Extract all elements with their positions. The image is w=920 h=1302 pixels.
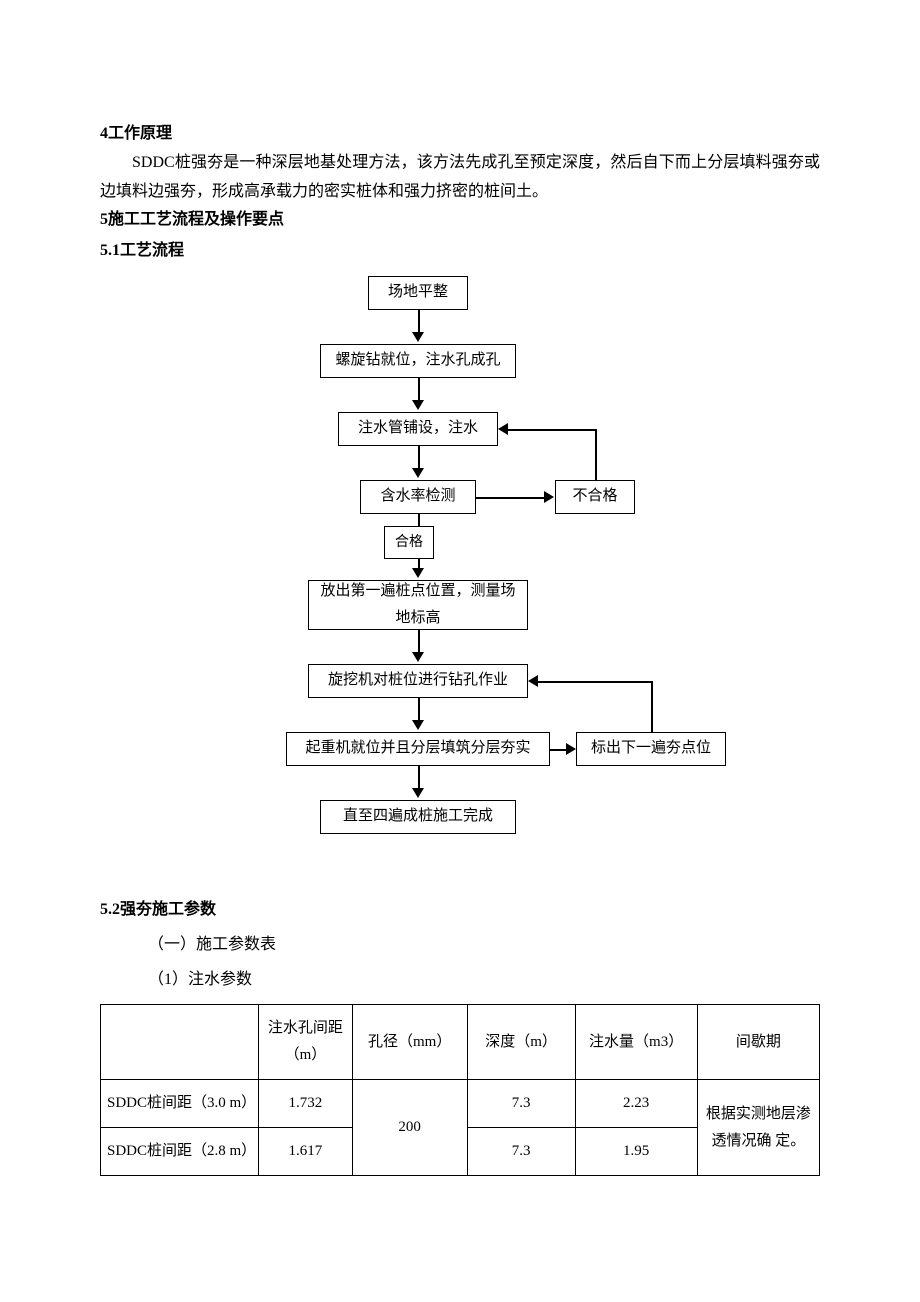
section-4-paragraph: SDDC桩强夯是一种深层地基处理方法，该方法先成孔至预定深度，然后自下而上分层填… xyxy=(100,149,820,207)
flowchart-arrow xyxy=(538,681,651,683)
arrow-head-icon xyxy=(528,675,538,687)
table-cell: 1.95 xyxy=(575,1128,697,1176)
section-5-2-title: 5.2强夯施工参数 xyxy=(100,896,820,925)
table-header-cell xyxy=(101,1005,259,1080)
flowchart-node-6: 旋挖机对桩位进行钻孔作业 xyxy=(308,664,528,698)
flowchart: 场地平整 螺旋钻就位，注水孔成孔 注水管铺设，注水 含水率检测 不合格 合格 放… xyxy=(220,276,700,886)
flowchart-node-1: 场地平整 xyxy=(368,276,468,310)
flowchart-node-fail: 不合格 xyxy=(555,480,635,514)
arrow-head-icon xyxy=(412,400,424,410)
table-cell: 200 xyxy=(352,1080,467,1176)
table-header-cell: 注水量（m3） xyxy=(575,1005,697,1080)
table-cell: 7.3 xyxy=(467,1080,575,1128)
table-cell: SDDC桩间距（3.0 m） xyxy=(101,1080,259,1128)
flowchart-arrow xyxy=(418,378,420,402)
table-cell: 2.23 xyxy=(575,1080,697,1128)
arrow-head-icon xyxy=(412,720,424,730)
flowchart-arrow xyxy=(508,429,595,431)
section-4-title: 4工作原理 xyxy=(100,120,820,149)
flowchart-arrow xyxy=(476,497,546,499)
flowchart-node-8: 直至四遍成桩施工完成 xyxy=(320,800,516,834)
flowchart-node-2: 螺旋钻就位，注水孔成孔 xyxy=(320,344,516,378)
section-5-1-title: 5.1工艺流程 xyxy=(100,237,820,266)
flowchart-node-7: 起重机就位并且分层填筑分层夯实 xyxy=(286,732,550,766)
table-header-row: 注水孔间距（m） 孔径（mm） 深度（m） 注水量（m3） 间歇期 xyxy=(101,1005,820,1080)
flowchart-arrow xyxy=(418,630,420,654)
section-5-2-sub-a: （一）施工参数表 xyxy=(100,931,820,960)
flowchart-arrow xyxy=(651,681,653,732)
flowchart-arrow xyxy=(418,766,420,790)
arrow-head-icon xyxy=(412,788,424,798)
section-5-2-sub-1: （1）注水参数 xyxy=(100,966,820,995)
section-5-title: 5施工工艺流程及操作要点 xyxy=(100,206,820,235)
table-header-cell: 注水孔间距（m） xyxy=(259,1005,352,1080)
table-cell: 根据实测地层渗透情况确 定。 xyxy=(697,1080,819,1176)
arrow-head-icon xyxy=(412,652,424,662)
arrow-head-icon xyxy=(412,468,424,478)
table-header-cell: 间歇期 xyxy=(697,1005,819,1080)
flowchart-node-4: 含水率检测 xyxy=(360,480,476,514)
flowchart-arrow xyxy=(418,446,420,470)
table-cell: SDDC桩间距（2.8 m） xyxy=(101,1128,259,1176)
arrow-head-icon xyxy=(412,568,424,578)
table-cell: 7.3 xyxy=(467,1128,575,1176)
params-table: 注水孔间距（m） 孔径（mm） 深度（m） 注水量（m3） 间歇期 SDDC桩间… xyxy=(100,1004,820,1176)
arrow-head-icon xyxy=(412,332,424,342)
table-cell: 1.617 xyxy=(259,1128,352,1176)
table-header-cell: 深度（m） xyxy=(467,1005,575,1080)
flowchart-label-pass: 合格 xyxy=(384,526,434,559)
table-cell: 1.732 xyxy=(259,1080,352,1128)
arrow-head-icon xyxy=(544,491,554,503)
flowchart-node-7b: 标出下一遍夯点位 xyxy=(576,732,726,766)
flowchart-arrow xyxy=(418,698,420,722)
table-row: SDDC桩间距（3.0 m） 1.732 200 7.3 2.23 根据实测地层… xyxy=(101,1080,820,1128)
table-header-cell: 孔径（mm） xyxy=(352,1005,467,1080)
flowchart-node-3: 注水管铺设，注水 xyxy=(338,412,498,446)
arrow-head-icon xyxy=(566,743,576,755)
flowchart-arrow xyxy=(418,310,420,334)
flowchart-node-5: 放出第一遍桩点位置，测量场地标高 xyxy=(308,580,528,630)
flowchart-arrow xyxy=(595,429,597,480)
arrow-head-icon xyxy=(498,423,508,435)
